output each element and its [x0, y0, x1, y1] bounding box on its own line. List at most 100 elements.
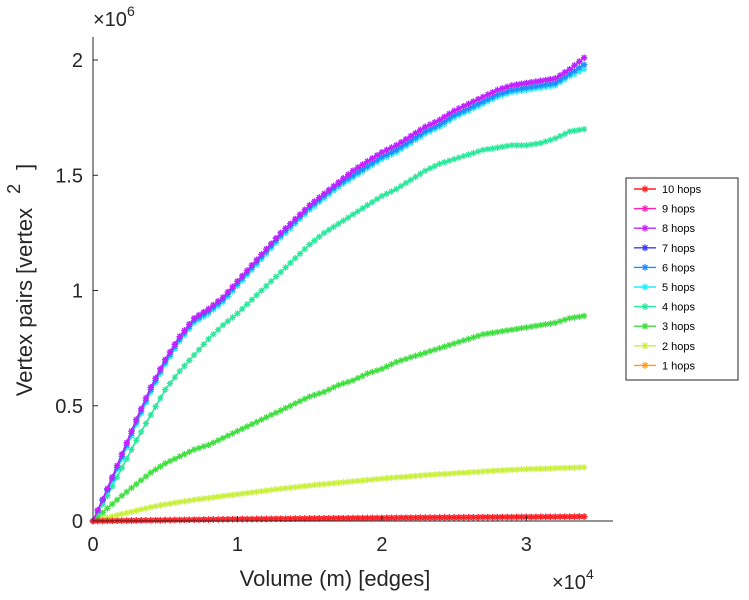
- data-point: [556, 72, 564, 79]
- data-point: [561, 464, 569, 472]
- data-point: [99, 496, 106, 503]
- data-point: [407, 354, 414, 361]
- data-point: [402, 179, 410, 187]
- series-4-hops: [89, 125, 588, 525]
- legend-label: 3 hops: [662, 321, 696, 333]
- series-8-hops: [89, 54, 588, 525]
- data-point: [580, 61, 588, 68]
- data-point: [431, 514, 439, 521]
- data-point: [508, 82, 516, 89]
- data-point: [576, 313, 583, 320]
- x-tick-label: 3: [521, 534, 532, 556]
- data-point: [210, 494, 217, 501]
- series-6-hops: [89, 61, 588, 525]
- data-point: [499, 467, 506, 474]
- data-point: [359, 205, 366, 212]
- legend-entry: 10 hops: [634, 184, 702, 196]
- data-point: [518, 80, 525, 88]
- data-point: [147, 384, 154, 391]
- data-point: [484, 96, 492, 103]
- data-point: [335, 179, 342, 186]
- data-point: [364, 476, 371, 484]
- data-point: [499, 89, 506, 97]
- data-point: [441, 514, 448, 521]
- data-point: [166, 500, 174, 507]
- data-point: [152, 403, 159, 410]
- data-point: [552, 75, 559, 82]
- data-point: [417, 514, 424, 521]
- data-point: [354, 208, 362, 215]
- data-point: [470, 514, 477, 521]
- data-point: [474, 468, 482, 475]
- data-point: [566, 66, 573, 73]
- data-point: [484, 467, 492, 475]
- legend-label: 2 hops: [662, 341, 696, 353]
- data-point: [641, 244, 649, 252]
- data-point: [219, 516, 227, 523]
- data-point: [301, 515, 309, 522]
- data-point: [195, 311, 203, 319]
- data-point: [364, 514, 371, 522]
- data-point: [576, 64, 583, 71]
- data-point: [479, 146, 487, 154]
- data-point: [518, 513, 525, 521]
- data-point: [113, 474, 121, 481]
- data-point: [641, 224, 649, 232]
- data-point: [292, 215, 299, 223]
- data-point: [527, 141, 535, 148]
- data-point: [224, 318, 232, 325]
- data-point: [311, 515, 318, 522]
- data-point: [296, 211, 304, 218]
- data-point: [118, 450, 126, 458]
- data-point: [431, 123, 439, 131]
- data-point: [547, 465, 554, 472]
- data-point: [142, 517, 150, 524]
- data-point: [527, 513, 535, 521]
- data-point: [296, 397, 304, 405]
- data-point: [243, 301, 251, 308]
- x-axis-label: Volume (m) [edges]: [240, 566, 431, 591]
- data-point: [426, 514, 434, 521]
- data-point: [277, 485, 284, 492]
- data-point: [460, 514, 467, 521]
- data-point: [181, 516, 188, 524]
- data-point: [224, 516, 232, 523]
- data-point: [489, 329, 496, 336]
- data-point: [301, 206, 309, 214]
- x-multiplier: ×104: [552, 566, 594, 594]
- data-point: [186, 497, 193, 504]
- data-point: [397, 139, 405, 146]
- data-point: [561, 130, 569, 137]
- data-point: [388, 361, 395, 368]
- data-point: [383, 363, 390, 370]
- data-point: [436, 116, 443, 124]
- data-point: [571, 127, 578, 134]
- data-point: [422, 167, 429, 174]
- x-ticks: 0 1 2 3: [87, 516, 532, 556]
- data-point: [272, 515, 280, 522]
- data-point: [460, 152, 467, 160]
- data-point: [137, 428, 145, 436]
- data-point: [181, 327, 188, 334]
- data-point: [267, 486, 275, 494]
- data-point: [99, 509, 106, 516]
- data-point: [239, 425, 246, 433]
- data-point: [200, 516, 207, 523]
- series-line: [92, 57, 585, 522]
- data-point: [344, 378, 352, 386]
- data-point: [373, 156, 381, 164]
- data-point: [263, 487, 270, 494]
- data-point: [344, 214, 352, 221]
- data-point: [229, 314, 236, 321]
- data-point: [176, 453, 183, 460]
- data-point: [190, 351, 198, 359]
- data-point: [239, 490, 246, 497]
- data-point: [344, 175, 352, 182]
- data-point: [542, 138, 549, 145]
- series-line: [92, 315, 585, 522]
- data-point: [422, 471, 429, 479]
- plot-area: [89, 54, 588, 525]
- data-point: [263, 515, 270, 523]
- data-point: [171, 341, 179, 348]
